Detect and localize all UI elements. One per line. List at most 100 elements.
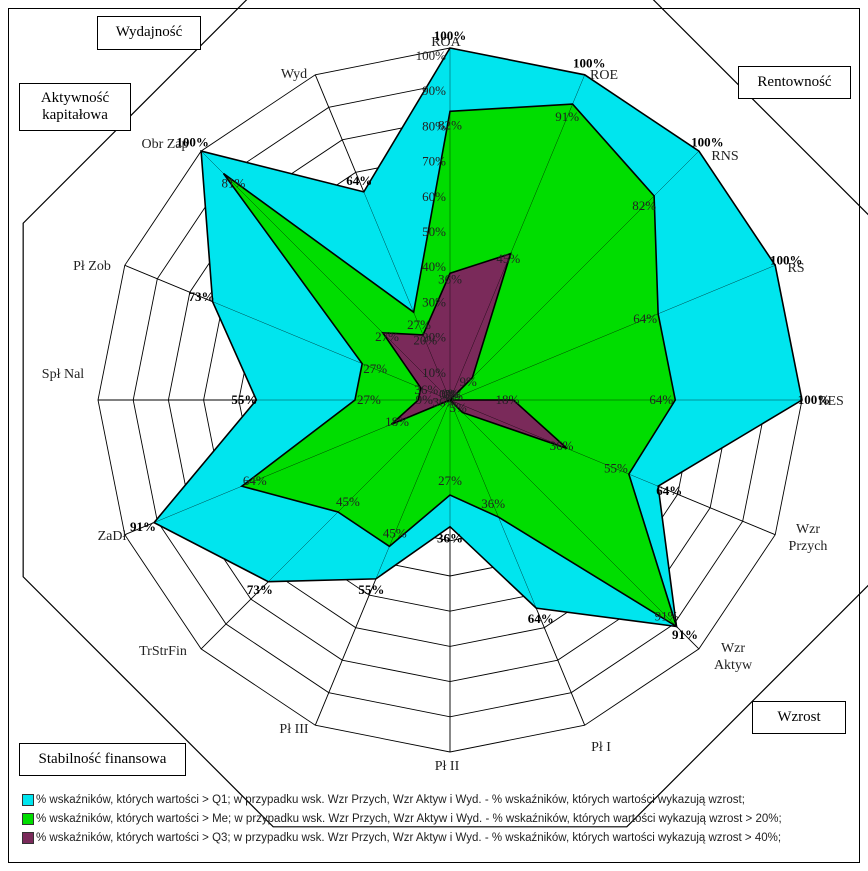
grid-spoke-overlay xyxy=(449,150,700,401)
data-label: 18% xyxy=(495,392,519,407)
axis-label: Spł Nal xyxy=(42,367,85,382)
axis-label: Pł II xyxy=(435,759,460,774)
data-label: 36% xyxy=(481,496,505,511)
data-label: 20% xyxy=(413,333,437,348)
legend-label-me: % wskaźników, których wartości > Me; w p… xyxy=(36,812,782,825)
data-label: 5% xyxy=(450,400,468,415)
data-label: 100% xyxy=(434,28,467,43)
axis-label: Pł III xyxy=(279,722,309,737)
axis-label: ZaDł xyxy=(98,529,127,544)
ring-label: 90% xyxy=(422,83,446,98)
axis-label: RS xyxy=(787,261,804,276)
data-label: 100% xyxy=(573,56,606,71)
grid-spoke-overlay xyxy=(124,265,451,401)
axis-label: Wyd xyxy=(281,67,307,82)
data-label: 9% xyxy=(416,392,434,407)
data-label: 36% xyxy=(433,394,457,409)
legend-swatch-q1 xyxy=(22,793,34,806)
data-label: 36% xyxy=(438,271,462,286)
data-label: 55% xyxy=(604,461,628,476)
axis-label: Pł Zob xyxy=(73,259,111,274)
axis-label: ROE xyxy=(590,68,618,83)
legend-swatch-q3 xyxy=(22,831,34,844)
grid-spoke-overlay xyxy=(200,399,451,650)
grid-spoke-overlay xyxy=(449,265,776,401)
grid-spoke-overlay xyxy=(449,399,700,650)
data-label: 64% xyxy=(649,392,673,407)
grid-spoke-overlay xyxy=(200,150,451,401)
grid-spoke-overlay xyxy=(449,399,776,535)
data-label: 82% xyxy=(438,117,462,132)
data-label: 45% xyxy=(496,251,520,266)
data-label: 45% xyxy=(336,494,360,509)
axis-label: TrStrFin xyxy=(139,644,187,659)
data-label: 18% xyxy=(385,414,409,429)
axis-label: ROA xyxy=(431,35,461,50)
legend-item: % wskaźników, których wartości > Q3; w p… xyxy=(22,828,850,847)
legend-swatch-me xyxy=(22,812,34,825)
data-label: 100% xyxy=(691,135,724,150)
data-label: 82% xyxy=(632,198,656,213)
data-label: 64% xyxy=(656,483,682,498)
data-label: 91% xyxy=(672,627,698,642)
category-aktywnosc-kapitalowa: Aktywność kapitałowa xyxy=(19,83,131,131)
category-wzrost: Wzrost xyxy=(752,701,846,734)
data-label: 27% xyxy=(438,473,462,488)
grid-spoke-overlay xyxy=(315,74,451,401)
category-stabilnosc-finansowa: Stabilność finansowa xyxy=(19,743,186,776)
grid-spoke-overlay xyxy=(449,74,585,401)
ring-label: 30% xyxy=(422,294,446,309)
data-label: 36% xyxy=(550,438,574,453)
ring-label: 60% xyxy=(422,189,446,204)
data-label: 64% xyxy=(633,311,657,326)
ring-label: 100% xyxy=(416,48,447,63)
data-label: 73% xyxy=(189,289,215,304)
grid-spoke-overlay xyxy=(124,399,451,535)
axis-label: Obr Zap xyxy=(141,137,188,152)
data-label: 27% xyxy=(375,329,399,344)
axis-label: RNS xyxy=(711,149,738,164)
legend-label-q3: % wskaźników, których wartości > Q3; w p… xyxy=(36,831,782,844)
data-label: 81% xyxy=(221,175,245,190)
data-label: 91% xyxy=(655,609,679,624)
data-label: 73% xyxy=(247,582,273,597)
data-label: 36% xyxy=(437,531,463,546)
data-label: 27% xyxy=(363,361,387,376)
legend: % wskaźników, których wartości > Q1; w p… xyxy=(22,790,850,847)
data-label: 27% xyxy=(357,392,381,407)
category-wydajnosc: Wydajność xyxy=(97,16,201,50)
data-label: 9% xyxy=(459,374,477,389)
ring-label: 10% xyxy=(422,365,446,380)
data-label: 91% xyxy=(555,109,579,124)
axis-label: Wzr Przych xyxy=(789,522,828,554)
ring-label: 20% xyxy=(422,330,446,345)
data-label: 36% xyxy=(414,382,438,397)
ring-label: 70% xyxy=(422,154,446,169)
data-label: 0% xyxy=(439,386,457,401)
axis-label: RES xyxy=(818,394,844,409)
outer-octagon xyxy=(22,0,868,828)
data-label: 91% xyxy=(130,519,156,534)
category-rentownosc: Rentowność xyxy=(738,66,851,99)
data-label: 0% xyxy=(444,386,462,401)
data-label: 27% xyxy=(407,317,431,332)
data-label: 45% xyxy=(383,525,407,540)
data-label: 100% xyxy=(176,135,209,150)
ring-label: 40% xyxy=(422,259,446,274)
grid-spoke-overlay xyxy=(315,399,451,726)
data-label: 64% xyxy=(243,473,267,488)
legend-item: % wskaźników, których wartości > Q1; w p… xyxy=(22,790,850,809)
data-label: 0% xyxy=(441,386,459,401)
grid-spoke-overlay xyxy=(449,399,585,726)
data-label: 64% xyxy=(528,611,554,626)
data-label: 100% xyxy=(798,392,831,407)
data-label: 0% xyxy=(446,388,464,403)
axis-label: Pł I xyxy=(591,740,611,755)
data-label: 64% xyxy=(346,173,372,188)
ring-label: 50% xyxy=(422,224,446,239)
data-label: 100% xyxy=(770,253,803,268)
data-label: 55% xyxy=(358,582,384,597)
legend-label-q1: % wskaźników, których wartości > Q1; w p… xyxy=(36,793,745,806)
axis-label: Wzr Aktyw xyxy=(714,641,753,673)
